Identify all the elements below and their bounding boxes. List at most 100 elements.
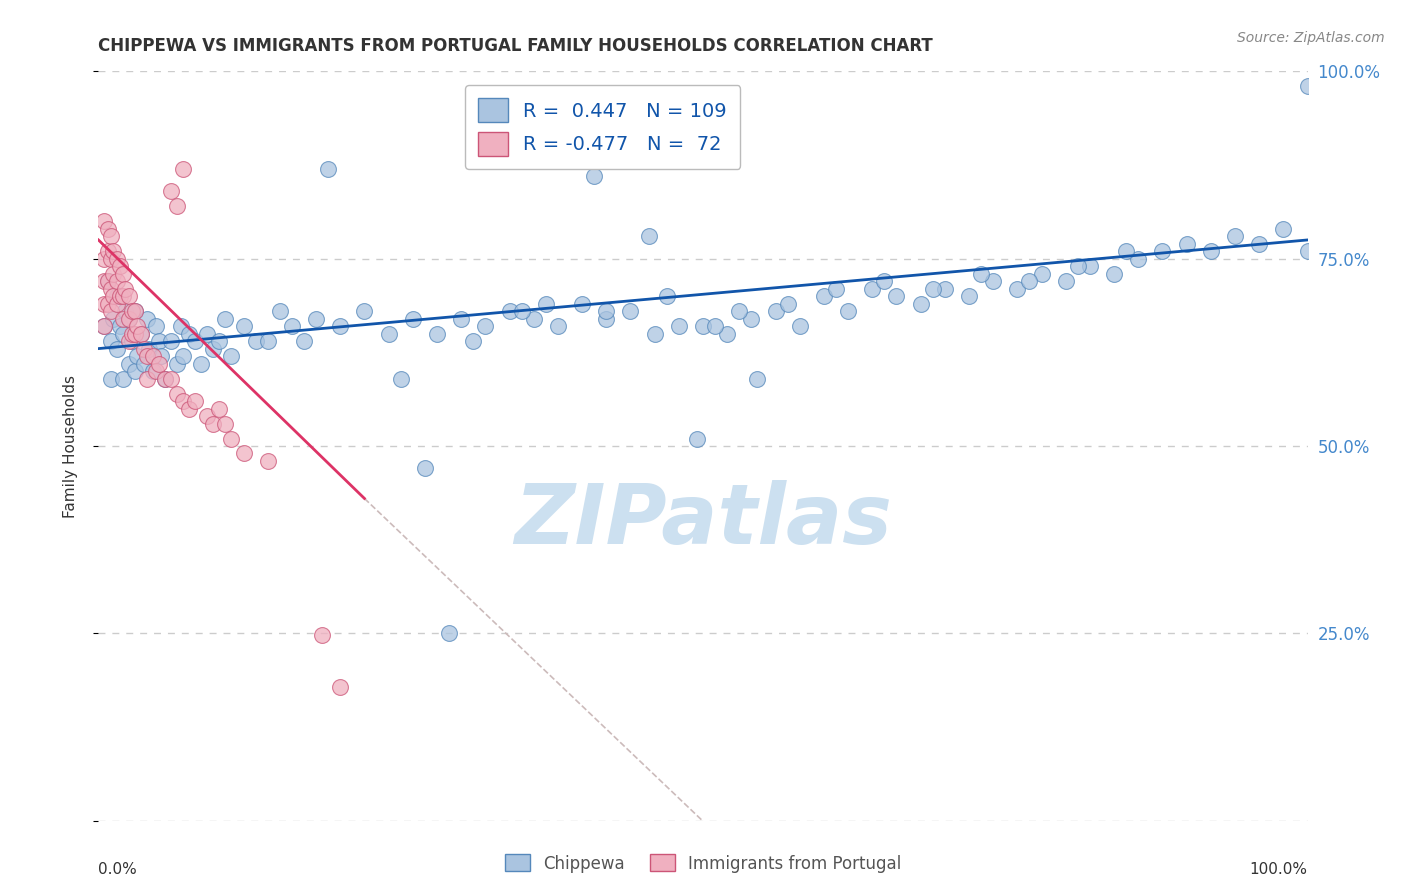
Point xyxy=(1115,244,1137,259)
Point xyxy=(644,326,666,341)
Point xyxy=(138,342,160,356)
Point xyxy=(121,334,143,348)
Point xyxy=(595,304,617,318)
Point xyxy=(970,267,993,281)
Point xyxy=(269,304,291,318)
Point xyxy=(184,394,207,409)
Point xyxy=(121,326,143,341)
Point xyxy=(776,296,799,310)
Point xyxy=(860,282,883,296)
Point xyxy=(668,319,690,334)
Point xyxy=(474,319,496,334)
Point xyxy=(93,274,115,288)
Point xyxy=(100,252,122,266)
Point xyxy=(114,282,136,296)
Point xyxy=(93,319,115,334)
Point xyxy=(825,282,848,296)
Point xyxy=(498,304,520,318)
Point xyxy=(789,319,811,334)
Point xyxy=(97,274,120,288)
Point xyxy=(232,446,254,460)
Point xyxy=(101,267,124,281)
Point xyxy=(105,296,128,310)
Point xyxy=(1175,236,1198,251)
Point xyxy=(135,311,157,326)
Point xyxy=(148,357,170,371)
Point xyxy=(547,319,569,334)
Point xyxy=(1199,244,1222,259)
Point xyxy=(1223,229,1246,244)
Point xyxy=(97,221,120,235)
Text: CHIPPEWA VS IMMIGRANTS FROM PORTUGAL FAMILY HOUSEHOLDS CORRELATION CHART: CHIPPEWA VS IMMIGRANTS FROM PORTUGAL FAM… xyxy=(98,37,934,54)
Point xyxy=(166,386,188,401)
Point xyxy=(111,289,134,303)
Point xyxy=(329,680,352,694)
Point xyxy=(1272,221,1295,235)
Point xyxy=(281,319,304,334)
Point xyxy=(124,304,146,318)
Point xyxy=(111,311,134,326)
Point xyxy=(221,349,243,363)
Point xyxy=(692,319,714,334)
Point xyxy=(93,296,115,310)
Point xyxy=(105,274,128,288)
Point xyxy=(108,259,131,273)
Point xyxy=(886,289,908,303)
Point xyxy=(166,357,188,371)
Point xyxy=(134,342,156,356)
Point xyxy=(957,289,980,303)
Text: 0.0%: 0.0% xyxy=(98,862,138,877)
Point xyxy=(934,282,956,296)
Point xyxy=(583,169,606,184)
Point xyxy=(100,282,122,296)
Point xyxy=(101,244,124,259)
Point xyxy=(129,326,152,341)
Point xyxy=(704,319,727,334)
Point xyxy=(1018,274,1040,288)
Point xyxy=(127,349,149,363)
Point xyxy=(1249,236,1271,251)
Point xyxy=(93,214,115,228)
Point xyxy=(1054,274,1077,288)
Point xyxy=(124,364,146,378)
Point xyxy=(1296,79,1319,94)
Point xyxy=(190,357,212,371)
Point xyxy=(101,311,124,326)
Point xyxy=(389,371,412,385)
Point xyxy=(111,267,134,281)
Point xyxy=(105,252,128,266)
Point xyxy=(1102,267,1125,281)
Point xyxy=(202,417,225,431)
Point xyxy=(118,311,141,326)
Point xyxy=(105,342,128,356)
Point xyxy=(108,319,131,334)
Point xyxy=(655,289,678,303)
Point xyxy=(1078,259,1101,273)
Point xyxy=(118,334,141,348)
Point xyxy=(179,401,201,416)
Point xyxy=(169,319,191,334)
Y-axis label: Family Households: Family Households xyxy=(63,375,77,517)
Point xyxy=(97,296,120,310)
Point xyxy=(292,334,315,348)
Point xyxy=(256,334,278,348)
Point xyxy=(523,311,546,326)
Point xyxy=(232,319,254,334)
Point xyxy=(619,304,641,318)
Point xyxy=(100,304,122,318)
Point xyxy=(179,326,201,341)
Point xyxy=(981,274,1004,288)
Point xyxy=(450,311,472,326)
Point xyxy=(402,311,425,326)
Point xyxy=(426,326,449,341)
Point xyxy=(184,334,207,348)
Point xyxy=(510,304,533,318)
Point xyxy=(172,161,194,176)
Text: ZIPatlas: ZIPatlas xyxy=(515,481,891,561)
Point xyxy=(463,334,485,348)
Point xyxy=(716,326,738,341)
Point xyxy=(1296,244,1319,259)
Point xyxy=(124,326,146,341)
Legend: Chippewa, Immigrants from Portugal: Chippewa, Immigrants from Portugal xyxy=(498,847,908,880)
Point xyxy=(1031,267,1053,281)
